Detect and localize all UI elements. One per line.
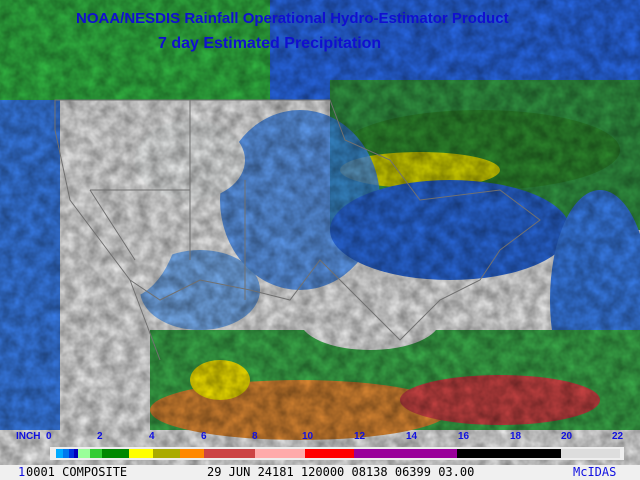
legend-tick: 18 [510, 431, 522, 442]
legend-tick: 12 [354, 431, 366, 442]
legend-tick: 16 [458, 431, 470, 442]
legend-tick: 8 [252, 431, 258, 442]
legend-swatch [153, 449, 180, 458]
product-subtitle: 7 day Estimated Precipitation [158, 35, 382, 52]
legend-swatch [561, 449, 620, 458]
legend-tick: 20 [561, 431, 573, 442]
product-title: NOAA/NESDIS Rainfall Operational Hydro-E… [76, 10, 509, 27]
legend-color-bar [50, 447, 624, 460]
legend-tick: 22 [612, 431, 624, 442]
legend-swatch [255, 449, 305, 458]
datetime-readout: 29 JUN 24181 120000 08138 06399 03.00 [207, 465, 475, 479]
legend-tick: 6 [201, 431, 207, 442]
legend-swatch [56, 449, 63, 458]
composite-id: 0001 COMPOSITE [26, 465, 128, 479]
legend-swatch [69, 449, 74, 458]
legend-swatch [354, 449, 457, 458]
frame-number: 1 [18, 465, 26, 479]
mcidas-label: McIDAS [573, 465, 617, 479]
political-boundaries [54, 99, 541, 361]
legend-tick: 14 [406, 431, 418, 442]
legend-tick: 0 [46, 431, 52, 442]
legend-tick: 4 [149, 431, 155, 442]
legend-swatch [457, 449, 561, 458]
legend-swatch [129, 449, 153, 458]
legend-unit: INCH [16, 431, 41, 442]
legend-swatch [78, 449, 90, 458]
legend-swatch [204, 449, 255, 458]
status-line: 1 0001 COMPOSITE 29 JUN 24181 120000 081… [0, 465, 640, 480]
legend-tick: 2 [97, 431, 103, 442]
legend-swatch [74, 449, 78, 458]
legend-swatch [305, 449, 354, 458]
legend-swatch [180, 449, 204, 458]
legend-tick: 10 [302, 431, 314, 442]
legend-swatch [90, 449, 102, 458]
legend-swatch [63, 449, 69, 458]
legend-swatch [102, 449, 129, 458]
